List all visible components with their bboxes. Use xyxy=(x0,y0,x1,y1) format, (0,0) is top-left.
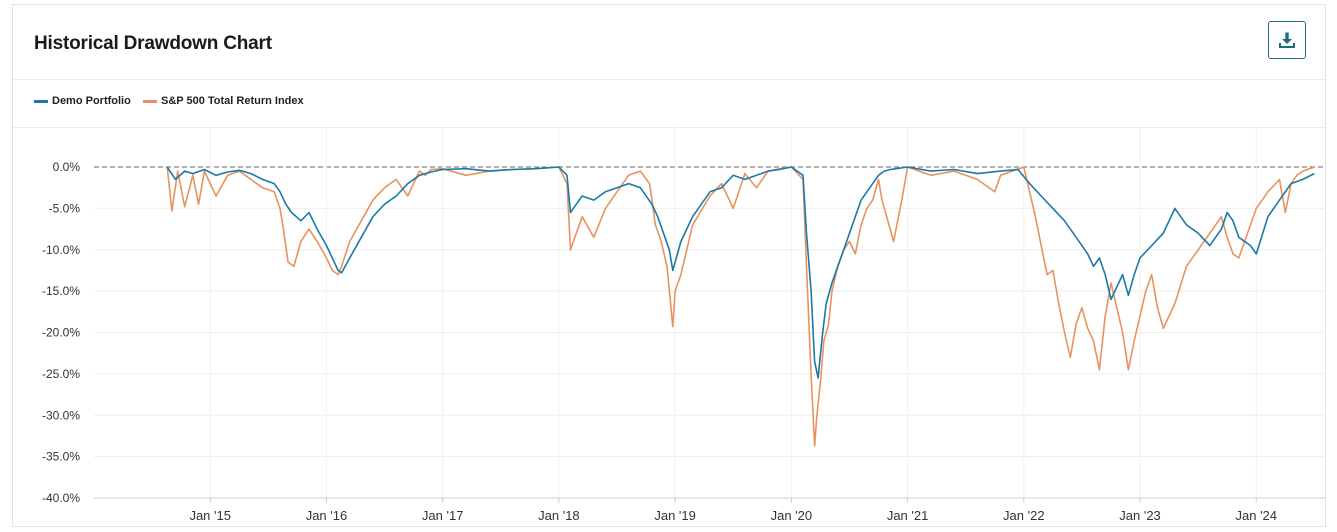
y-tick-label: -5.0% xyxy=(49,201,81,215)
y-tick-label: -30.0% xyxy=(42,408,80,422)
x-tick-label: Jan '15 xyxy=(189,508,231,523)
legend-swatch-portfolio xyxy=(34,99,48,103)
y-tick-label: -15.0% xyxy=(42,284,80,298)
card-header: Historical Drawdown Chart xyxy=(13,5,1325,80)
x-tick-label: Jan '24 xyxy=(1236,508,1278,523)
x-tick-label: Jan '17 xyxy=(422,508,464,523)
x-tick-label: Jan '22 xyxy=(1003,508,1045,523)
legend-label-benchmark: S&P 500 Total Return Index xyxy=(161,95,304,107)
legend-swatch-benchmark xyxy=(143,99,157,103)
y-tick-label: -25.0% xyxy=(42,367,80,381)
drawdown-chart-card: Historical Drawdown Chart Demo Portfolio… xyxy=(12,4,1326,527)
download-icon xyxy=(1279,32,1295,48)
x-tick-label: Jan '19 xyxy=(654,508,696,523)
legend-item-portfolio[interactable]: Demo Portfolio xyxy=(34,95,131,107)
chart-title: Historical Drawdown Chart xyxy=(34,33,272,54)
legend-item-benchmark[interactable]: S&P 500 Total Return Index xyxy=(143,95,304,107)
y-tick-label: -35.0% xyxy=(42,450,80,464)
y-tick-label: -40.0% xyxy=(42,491,80,505)
x-tick-label: Jan '18 xyxy=(538,508,580,523)
y-tick-label: -20.0% xyxy=(42,326,80,340)
legend-label-portfolio: Demo Portfolio xyxy=(52,95,131,107)
y-tick-label: 0.0% xyxy=(53,160,81,174)
chart-legend: Demo Portfolio S&P 500 Total Return Inde… xyxy=(13,80,1325,128)
x-tick-label: Jan '21 xyxy=(887,508,929,523)
x-tick-label: Jan '23 xyxy=(1119,508,1161,523)
x-tick-label: Jan '16 xyxy=(306,508,348,523)
y-tick-label: -10.0% xyxy=(42,243,80,257)
series-line-portfolio[interactable] xyxy=(166,166,1315,379)
x-tick-label: Jan '20 xyxy=(771,508,813,523)
download-button[interactable] xyxy=(1268,21,1306,59)
